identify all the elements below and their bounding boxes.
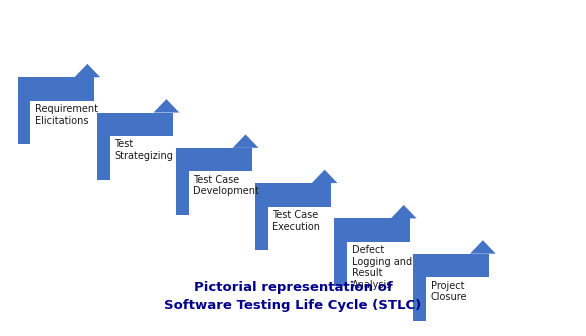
Polygon shape [176,148,252,215]
Text: Test Case
Development: Test Case Development [193,175,259,196]
Polygon shape [470,240,496,254]
Text: Project
Closure: Project Closure [431,281,467,302]
Polygon shape [97,113,173,180]
Polygon shape [391,205,417,218]
Polygon shape [154,99,179,113]
Polygon shape [312,170,338,183]
Polygon shape [74,64,100,77]
Text: Defect
Logging and
Result
Analysis: Defect Logging and Result Analysis [352,245,412,290]
Polygon shape [334,218,410,286]
Text: Requirement
Elicitations: Requirement Elicitations [35,104,98,126]
Polygon shape [233,134,258,148]
Text: Test
Strategizing: Test Strategizing [114,139,173,161]
Text: Test Case
Execution: Test Case Execution [272,210,321,232]
Polygon shape [413,254,489,321]
Polygon shape [255,183,331,250]
Text: Pictorial representation of
Software Testing Life Cycle (STLC): Pictorial representation of Software Tes… [165,282,421,312]
Polygon shape [18,77,94,144]
